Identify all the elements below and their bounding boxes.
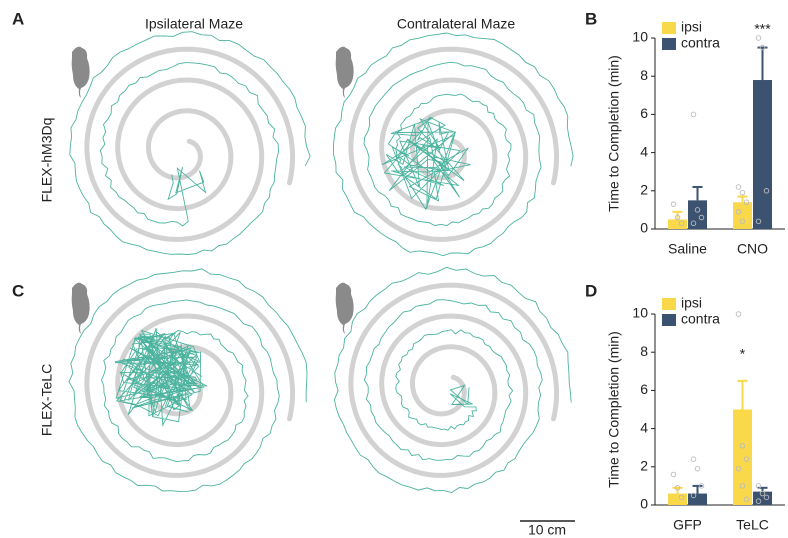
maze-title: Ipsilateral Maze bbox=[145, 16, 243, 32]
data-point bbox=[735, 465, 742, 472]
data-point bbox=[743, 456, 750, 462]
data-point bbox=[735, 311, 742, 317]
data-point bbox=[743, 199, 750, 206]
legend-swatch bbox=[662, 38, 676, 50]
bar bbox=[688, 200, 707, 229]
maze-wall bbox=[84, 282, 296, 478]
data-point bbox=[739, 483, 746, 489]
legend-label: ipsi bbox=[681, 19, 702, 35]
legend-swatch bbox=[662, 314, 676, 326]
trajectory bbox=[69, 31, 311, 255]
trajectory bbox=[332, 32, 574, 257]
data-point bbox=[755, 35, 762, 41]
y-tick-label: 10 bbox=[632, 305, 648, 321]
row-label: FLEX-TeLC bbox=[39, 364, 55, 436]
data-point bbox=[674, 214, 681, 221]
mouse-icon bbox=[335, 46, 354, 98]
legend-label: ipsi bbox=[681, 295, 702, 311]
x-tick-label: GFP bbox=[673, 517, 702, 533]
row-label: FLEX-hM3Dq bbox=[39, 118, 55, 203]
y-tick-label: 4 bbox=[640, 143, 648, 159]
data-point bbox=[735, 209, 742, 215]
significance: *** bbox=[754, 20, 771, 36]
data-point bbox=[674, 485, 681, 491]
data-point bbox=[759, 490, 766, 497]
data-point bbox=[690, 220, 697, 227]
panel-label: D bbox=[585, 281, 597, 300]
bar bbox=[753, 491, 772, 505]
y-tick-label: 6 bbox=[640, 381, 648, 397]
y-axis-label: Time to Completion (min) bbox=[606, 55, 622, 212]
data-point bbox=[690, 492, 697, 499]
bar bbox=[668, 493, 687, 505]
y-tick-label: 6 bbox=[640, 105, 648, 121]
y-tick-label: 8 bbox=[640, 343, 648, 359]
bar bbox=[733, 409, 752, 505]
x-tick-label: Saline bbox=[668, 241, 707, 257]
legend-swatch bbox=[662, 298, 676, 310]
bar bbox=[753, 80, 772, 230]
panel-label: C bbox=[12, 281, 24, 300]
panel-label: B bbox=[585, 9, 597, 28]
bar bbox=[733, 202, 752, 229]
data-point bbox=[763, 494, 770, 501]
y-tick-label: 8 bbox=[640, 67, 648, 83]
data-point bbox=[739, 443, 746, 449]
data-point bbox=[678, 494, 685, 501]
maze-wall bbox=[84, 46, 296, 242]
legend-swatch bbox=[662, 22, 676, 34]
legend-label: contra bbox=[681, 35, 720, 51]
data-point bbox=[735, 184, 742, 190]
data-point bbox=[670, 201, 677, 207]
data-point bbox=[739, 218, 746, 225]
data-point bbox=[694, 207, 701, 213]
data-point bbox=[759, 44, 766, 51]
data-point bbox=[690, 456, 697, 462]
data-point bbox=[698, 214, 705, 221]
scale-bar-label: 10 cm bbox=[528, 522, 566, 538]
bar bbox=[668, 219, 687, 229]
data-point bbox=[743, 496, 750, 503]
x-tick-label: TeLC bbox=[736, 517, 769, 533]
x-tick-label: CNO bbox=[737, 241, 768, 257]
y-tick-label: 2 bbox=[640, 458, 648, 474]
data-point bbox=[739, 189, 746, 196]
mouse-icon bbox=[335, 282, 354, 334]
maze-wall bbox=[348, 46, 560, 242]
panel-label: A bbox=[12, 9, 24, 28]
mazes bbox=[68, 31, 574, 493]
bar bbox=[688, 493, 707, 505]
data-point bbox=[755, 483, 762, 489]
data-point bbox=[690, 111, 697, 118]
data-point bbox=[698, 483, 705, 489]
y-tick-label: 10 bbox=[632, 29, 648, 45]
data-point bbox=[670, 471, 677, 478]
maze-title: Contralateral Maze bbox=[397, 16, 515, 32]
data-point bbox=[755, 498, 762, 504]
legend-label: contra bbox=[681, 311, 720, 327]
data-point bbox=[755, 218, 762, 225]
significance: * bbox=[740, 346, 746, 362]
y-axis-label: Time to Completion (min) bbox=[606, 331, 622, 488]
y-tick-label: 0 bbox=[640, 220, 648, 236]
y-tick-label: 0 bbox=[640, 496, 648, 512]
data-point bbox=[763, 188, 770, 194]
y-tick-label: 4 bbox=[640, 419, 648, 435]
y-tick-label: 2 bbox=[640, 182, 648, 198]
trajectory bbox=[333, 266, 572, 493]
trajectory bbox=[68, 268, 308, 492]
data-point bbox=[678, 220, 685, 227]
maze-wall bbox=[348, 282, 560, 478]
mouse-icon bbox=[71, 282, 90, 334]
mouse-icon bbox=[71, 46, 90, 98]
data-point bbox=[694, 465, 701, 472]
